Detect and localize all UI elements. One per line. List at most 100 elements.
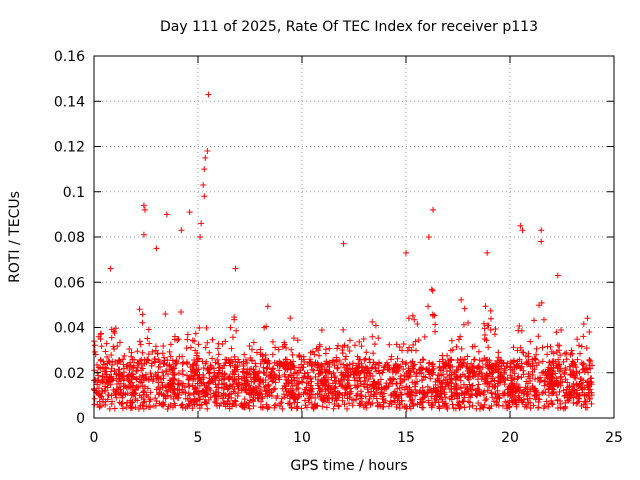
data-point — [404, 386, 411, 393]
data-point — [145, 376, 152, 383]
data-point — [315, 367, 322, 374]
data-point — [281, 394, 288, 401]
data-point — [189, 337, 196, 344]
y-tick-label: 0.06 — [54, 275, 85, 291]
data-point — [476, 357, 483, 364]
data-point — [369, 318, 376, 325]
data-point — [505, 390, 512, 397]
data-point — [203, 324, 210, 331]
data-point — [131, 356, 138, 363]
data-point — [236, 359, 243, 366]
data-point — [483, 370, 490, 377]
data-point — [235, 373, 242, 380]
data-point — [276, 403, 283, 410]
data-point — [546, 359, 553, 366]
data-point — [268, 368, 275, 375]
data-point — [99, 379, 106, 386]
data-point — [481, 391, 488, 398]
data-point — [314, 362, 321, 369]
data-point — [101, 361, 108, 368]
axis-ticks — [93, 55, 615, 419]
data-point — [159, 350, 166, 357]
data-point — [165, 403, 172, 410]
data-point — [323, 404, 330, 411]
data-point — [212, 375, 219, 382]
data-point — [215, 381, 222, 388]
data-point — [178, 308, 185, 315]
data-point — [370, 359, 377, 366]
data-point — [134, 364, 141, 371]
data-point — [226, 376, 233, 383]
data-point — [330, 357, 337, 364]
data-point — [449, 346, 456, 353]
data-point — [404, 373, 411, 380]
data-point — [436, 358, 443, 365]
data-point — [205, 91, 212, 98]
data-point — [352, 368, 359, 375]
data-point — [489, 375, 496, 382]
y-tick-label: 0.04 — [54, 321, 85, 337]
data-point — [169, 357, 176, 364]
chart-title: Day 111 of 2025, Rate Of TEC Index for r… — [160, 19, 538, 35]
data-point — [265, 383, 272, 390]
data-point — [307, 386, 314, 393]
data-point — [489, 369, 496, 376]
data-point — [103, 354, 110, 361]
data-point — [507, 360, 514, 367]
data-point — [535, 404, 542, 411]
data-point — [586, 362, 593, 369]
data-point — [483, 337, 490, 344]
data-point — [369, 373, 376, 380]
data-point — [531, 388, 538, 395]
data-point — [439, 396, 446, 403]
data-point — [464, 385, 471, 392]
data-point — [163, 387, 170, 394]
data-point — [204, 405, 211, 412]
data-point — [384, 366, 391, 373]
data-point — [377, 376, 384, 383]
data-point — [405, 365, 412, 372]
data-point — [187, 344, 194, 351]
data-point — [167, 387, 174, 394]
data-point — [157, 385, 164, 392]
data-point — [515, 327, 522, 334]
data-point — [290, 335, 297, 342]
data-point — [492, 360, 499, 367]
data-point — [189, 405, 196, 412]
data-point — [261, 370, 268, 377]
data-point — [494, 374, 501, 381]
data-point — [563, 349, 570, 356]
data-point — [392, 369, 399, 376]
data-point — [588, 392, 595, 399]
data-point — [114, 343, 121, 350]
data-point — [550, 382, 557, 389]
data-point — [467, 392, 474, 399]
data-point — [184, 331, 191, 338]
data-point — [279, 385, 286, 392]
data-point — [578, 384, 585, 391]
data-point — [522, 384, 529, 391]
data-point — [201, 381, 208, 388]
data-point — [204, 148, 211, 155]
data-point — [319, 403, 326, 410]
data-point — [326, 345, 333, 352]
data-point — [212, 392, 219, 399]
data-point — [423, 365, 430, 372]
data-point — [406, 344, 413, 351]
data-point — [322, 386, 329, 393]
data-point — [369, 400, 376, 407]
data-point — [102, 348, 109, 355]
data-point — [108, 392, 115, 399]
data-point — [519, 399, 526, 406]
data-point — [250, 385, 257, 392]
data-point — [145, 326, 152, 333]
data-point — [469, 372, 476, 379]
data-point — [136, 338, 143, 345]
data-point — [430, 387, 437, 394]
data-point — [461, 389, 468, 396]
data-point — [515, 373, 522, 380]
data-point — [458, 359, 465, 366]
data-point — [484, 322, 491, 329]
data-point — [149, 348, 156, 355]
data-point — [315, 382, 322, 389]
